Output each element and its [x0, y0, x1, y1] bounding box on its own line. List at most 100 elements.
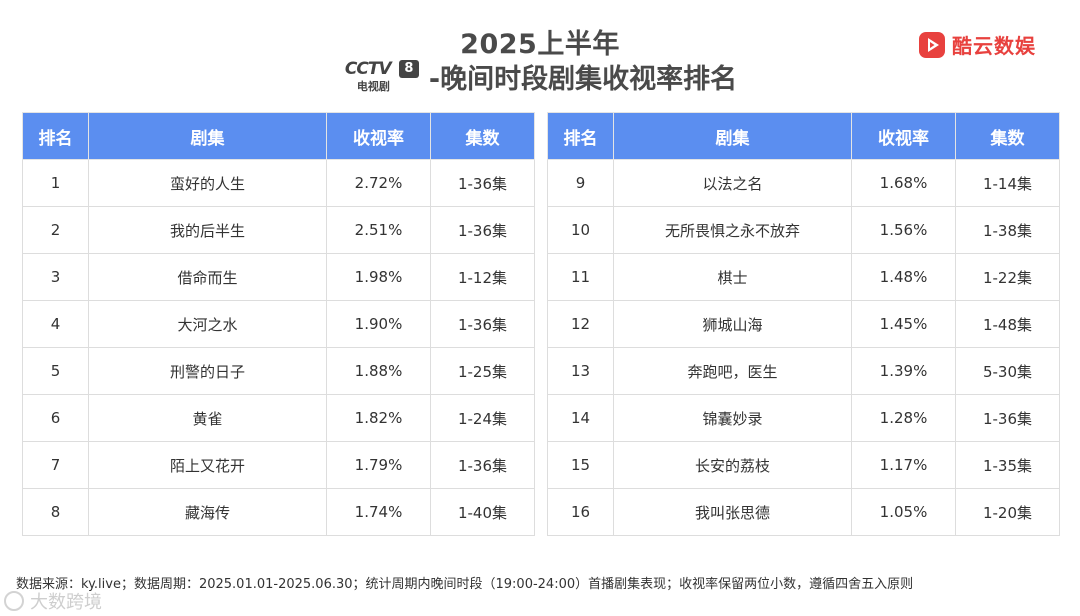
table-row: 8 藏海传 1.74% 1-40集 [22, 488, 535, 536]
cell-episodes: 1-25集 [430, 347, 535, 395]
cell-episodes: 1-40集 [430, 488, 535, 536]
cell-rating: 1.68% [851, 159, 956, 207]
cell-rank: 1 [22, 159, 89, 207]
header-rating: 收视率 [851, 112, 956, 160]
cell-episodes: 1-12集 [430, 253, 535, 301]
cctv-logo-text: CCTV [344, 59, 392, 79]
header-rank: 排名 [547, 112, 614, 160]
cell-rank: 14 [547, 394, 614, 442]
cell-rank: 13 [547, 347, 614, 395]
cell-episodes: 1-36集 [430, 300, 535, 348]
cell-rank: 8 [22, 488, 89, 536]
cell-rating: 2.51% [326, 206, 431, 254]
page-title: CCTV 8 电视剧 -晚间时段剧集收视率排名 [0, 58, 1080, 95]
table-row: 5 刑警的日子 1.88% 1-25集 [22, 347, 535, 395]
table-row: 2 我的后半生 2.51% 1-36集 [22, 206, 535, 254]
cell-rank: 12 [547, 300, 614, 348]
cell-episodes: 1-36集 [430, 441, 535, 489]
cell-drama: 借命而生 [88, 253, 327, 301]
cell-episodes: 1-14集 [955, 159, 1060, 207]
cell-rating: 2.72% [326, 159, 431, 207]
cell-rank: 6 [22, 394, 89, 442]
watermark: 大数跨境 [4, 588, 102, 614]
cell-rating: 1.88% [326, 347, 431, 395]
table-row: 13 奔跑吧，医生 1.39% 5-30集 [547, 347, 1060, 395]
cell-rank: 9 [547, 159, 614, 207]
table-row: 15 长安的荔枝 1.17% 1-35集 [547, 441, 1060, 489]
brand-name: 酷云数娱 [952, 34, 1036, 58]
cell-rank: 4 [22, 300, 89, 348]
source-footnote: 数据来源：ky.live；数据周期：2025.01.01-2025.06.30；… [16, 577, 914, 592]
watermark-text: 大数跨境 [30, 592, 102, 613]
cell-rating: 1.39% [851, 347, 956, 395]
play-triangle-icon [919, 31, 945, 58]
cell-rank: 5 [22, 347, 89, 395]
cell-rank: 3 [22, 253, 89, 301]
page-title-text: -晚间时段剧集收视率排名 [428, 63, 738, 95]
ranking-table-left: 排名 剧集 收视率 集数 1 蛮好的人生 2.72% 1-36集 2 我的后半生 2.51… [22, 112, 535, 536]
cell-rank: 15 [547, 441, 614, 489]
cell-drama: 以法之名 [613, 159, 852, 207]
cell-rating: 1.05% [851, 488, 956, 536]
cell-drama: 长安的荔枝 [613, 441, 852, 489]
table-row: 3 借命而生 1.98% 1-12集 [22, 253, 535, 301]
table-header-row: 排名 剧集 收视率 集数 [22, 112, 535, 160]
cell-rating: 1.74% [326, 488, 431, 536]
cell-rating: 1.28% [851, 394, 956, 442]
cell-episodes: 1-35集 [955, 441, 1060, 489]
cell-rank: 11 [547, 253, 614, 301]
brand-logo: 酷云数娱 [918, 30, 1036, 59]
cell-episodes: 1-24集 [430, 394, 535, 442]
cell-episodes: 1-36集 [955, 394, 1060, 442]
cell-episodes: 1-20集 [955, 488, 1060, 536]
header-drama: 剧集 [613, 112, 852, 160]
table-row: 7 陌上又花开 1.79% 1-36集 [22, 441, 535, 489]
table-row: 10 无所畏惧之永不放弃 1.56% 1-38集 [547, 206, 1060, 254]
cell-episodes: 5-30集 [955, 347, 1060, 395]
cell-drama: 我的后半生 [88, 206, 327, 254]
cell-rating: 1.98% [326, 253, 431, 301]
cell-drama: 锦囊妙录 [613, 394, 852, 442]
cell-drama: 无所畏惧之永不放弃 [613, 206, 852, 254]
cell-rating: 1.56% [851, 206, 956, 254]
cell-rank: 2 [22, 206, 89, 254]
cell-drama: 刑警的日子 [88, 347, 327, 395]
header-drama: 剧集 [88, 112, 327, 160]
cell-drama: 藏海传 [88, 488, 327, 536]
cell-rank: 7 [22, 441, 89, 489]
cell-episodes: 1-48集 [955, 300, 1060, 348]
header-episodes: 集数 [430, 112, 535, 160]
header-rating: 收视率 [326, 112, 431, 160]
cell-drama: 我叫张思德 [613, 488, 852, 536]
cctv-logo-number: 8 [398, 60, 419, 78]
cell-drama: 奔跑吧，医生 [613, 347, 852, 395]
watermark-circle-icon [4, 591, 24, 611]
cctv8-logo: CCTV 8 电视剧 [343, 59, 423, 93]
cctv-logo-sub: 电视剧 [356, 80, 390, 93]
table-row: 9 以法之名 1.68% 1-14集 [547, 159, 1060, 207]
cell-drama: 大河之水 [88, 300, 327, 348]
cell-rank: 10 [547, 206, 614, 254]
cell-drama: 棋士 [613, 253, 852, 301]
cell-drama: 黄雀 [88, 394, 327, 442]
cell-drama: 蛮好的人生 [88, 159, 327, 207]
cell-episodes: 1-38集 [955, 206, 1060, 254]
table-row: 12 狮城山海 1.45% 1-48集 [547, 300, 1060, 348]
cell-rating: 1.79% [326, 441, 431, 489]
cell-rating: 1.48% [851, 253, 956, 301]
table-row: 14 锦囊妙录 1.28% 1-36集 [547, 394, 1060, 442]
header-episodes: 集数 [955, 112, 1060, 160]
cell-episodes: 1-22集 [955, 253, 1060, 301]
cell-drama: 狮城山海 [613, 300, 852, 348]
cell-rating: 1.17% [851, 441, 956, 489]
cell-rating: 1.45% [851, 300, 956, 348]
cell-episodes: 1-36集 [430, 206, 535, 254]
cell-rating: 1.82% [326, 394, 431, 442]
table-row: 16 我叫张思德 1.05% 1-20集 [547, 488, 1060, 536]
cell-episodes: 1-36集 [430, 159, 535, 207]
header-rank: 排名 [22, 112, 89, 160]
table-row: 11 棋士 1.48% 1-22集 [547, 253, 1060, 301]
cell-rank: 16 [547, 488, 614, 536]
table-row: 6 黄雀 1.82% 1-24集 [22, 394, 535, 442]
cell-rating: 1.90% [326, 300, 431, 348]
